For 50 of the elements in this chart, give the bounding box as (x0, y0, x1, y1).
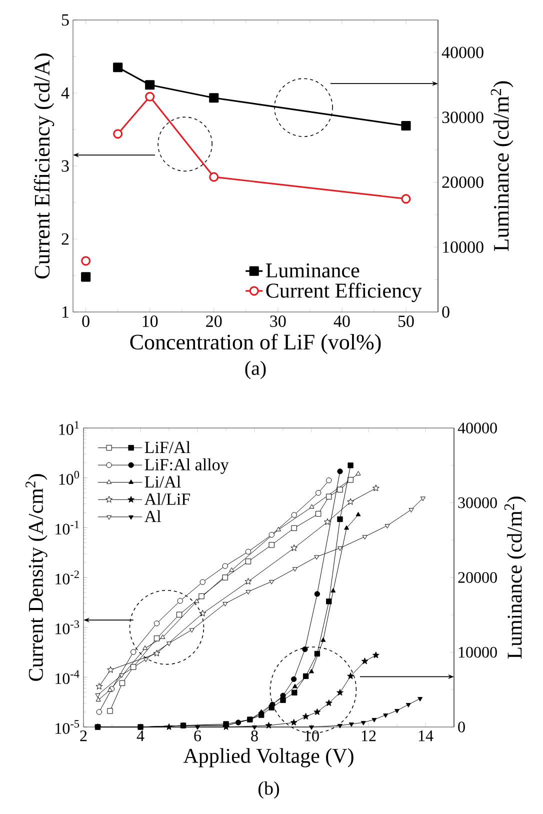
x-tick-label: 2 (80, 730, 87, 742)
y-tick-label: 10$^{-1}$ (56, 520, 79, 535)
x-axis-title: Concentration of LiF (vol%) (130, 334, 381, 354)
x-axis-title: Applied Voltage (V) (183, 748, 354, 768)
y-axis-title: Current Efficiency (cd/A) (34, 54, 54, 279)
y2-axis-title: Luminance (cd/m$^{2}$) (490, 81, 514, 251)
x-tick-label: 0 (82, 316, 90, 327)
y-tick-label: 1 (62, 306, 68, 318)
y2-tick-label: 20000 (442, 176, 484, 188)
x-tick-label: 50 (398, 316, 414, 327)
y-tick-label: 10$^{0}$ (59, 470, 80, 485)
legend-label: Current Efficiency (266, 282, 422, 302)
x-tick-label: 8 (251, 730, 258, 742)
y-axis-title: Current Density (A/cm$^{2}$) (26, 474, 48, 681)
y2-tick-label: 20000 (458, 572, 497, 583)
y-tick-label: 10$^{1}$ (59, 421, 79, 435)
y2-tick-label: 40000 (442, 46, 484, 58)
x-tick-label: 20 (206, 316, 222, 327)
y2-tick-label: 30000 (458, 497, 497, 508)
y-tick-label: 2 (62, 233, 69, 245)
x-tick-label: 12 (362, 730, 376, 742)
text: (a) (245, 360, 266, 380)
legend-label: Al/LiF (144, 492, 190, 505)
y2-tick-label: 10000 (443, 241, 484, 253)
legend-label: LiF/Al (144, 441, 190, 454)
y-tick-label: 10$^{-3}$ (56, 620, 80, 634)
y2-tick-label: 10000 (458, 646, 497, 658)
y-tick-label: 3 (62, 160, 69, 172)
y-tick-label: 10$^{-2}$ (56, 570, 79, 584)
y2-tick-label: 0 (442, 306, 450, 318)
x-tick-label: 30 (270, 316, 286, 327)
y2-tick-label: 30000 (442, 112, 484, 124)
x-tick-label: 10 (142, 316, 158, 327)
x-tick-label: 40 (334, 316, 350, 327)
legend-label: Luminance (266, 263, 360, 278)
legend-label: LiF:Al alloy (144, 458, 229, 474)
y2-tick-label: 40000 (458, 422, 497, 434)
y-tick-label: 10$^{-4}$ (56, 670, 80, 684)
x-tick-label: 14 (418, 730, 434, 742)
legend-label: Al (144, 510, 161, 522)
x-tick-label: 10 (304, 730, 319, 742)
text: (b) (258, 781, 280, 799)
y2-axis-title: Luminance (cd/m$^{2}$) (504, 496, 526, 659)
legend-label: Li/Al (144, 476, 181, 488)
y-tick-label: 5 (62, 14, 69, 26)
y-tick-label: 4 (61, 87, 70, 99)
x-tick-label: 4 (136, 730, 144, 742)
x-tick-label: 6 (194, 730, 202, 742)
y-tick-label: 10$^{-5}$ (56, 720, 80, 734)
y2-tick-label: 0 (458, 722, 465, 732)
